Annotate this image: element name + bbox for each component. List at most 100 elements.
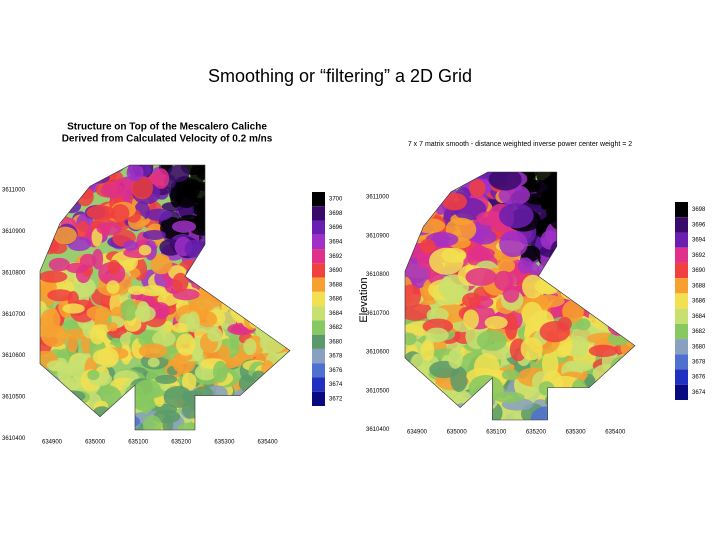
colorbar-swatch <box>675 217 688 233</box>
contour-blob <box>405 385 435 410</box>
contour-blob <box>233 265 258 289</box>
contour-blob <box>267 278 285 292</box>
contour-blob <box>57 187 80 208</box>
contour-blob <box>262 407 290 430</box>
contour-blob <box>171 220 197 233</box>
contour-blob <box>229 402 245 425</box>
contour-blob <box>405 193 418 209</box>
contour-blob <box>554 246 573 270</box>
contour-blob <box>242 287 262 298</box>
contour-blob <box>231 182 252 204</box>
contour-blob <box>611 286 635 309</box>
colorbar-swatch <box>312 291 325 307</box>
contour-blob <box>52 186 74 205</box>
contour-blob <box>224 165 245 182</box>
x-tick-label: 635000 <box>85 440 106 446</box>
contour-blob <box>48 257 70 272</box>
contour-blob <box>616 191 635 207</box>
y-tick-label: 3610900 <box>366 233 390 239</box>
colorbar-swatch <box>312 363 325 378</box>
contour-blob <box>405 411 431 420</box>
contour-blob <box>254 409 277 423</box>
contour-blob <box>423 402 455 418</box>
contour-blob <box>213 173 229 195</box>
contour-blob <box>43 180 67 199</box>
contour-blob <box>230 280 245 304</box>
contour-blob <box>280 419 290 430</box>
contour-blob <box>255 211 269 223</box>
contour-blob <box>205 416 229 430</box>
contour-blob <box>223 238 239 253</box>
contour-blob <box>422 390 447 409</box>
contour-blob <box>97 417 121 430</box>
contour-blob <box>610 309 635 334</box>
contour-blob <box>204 229 222 252</box>
contour-blob <box>200 218 220 233</box>
contour-blob <box>275 248 290 260</box>
contour-blob <box>267 310 282 323</box>
colorbar-label: 3694 <box>329 240 343 246</box>
contour-blob <box>242 223 270 236</box>
contour-blob <box>522 274 544 299</box>
contour-blob <box>530 406 564 420</box>
contour-blob <box>68 167 82 184</box>
contour-blob <box>261 166 281 177</box>
contour-blob <box>273 179 290 199</box>
contour-blob <box>408 383 434 405</box>
contour-blob <box>621 315 635 329</box>
contour-blob <box>225 167 240 181</box>
contour-blob <box>577 236 606 266</box>
contour-blob <box>212 395 231 415</box>
contour-blob <box>596 230 617 247</box>
contour-blob <box>545 257 567 273</box>
contour-blob <box>405 180 424 205</box>
contour-blob <box>243 338 257 356</box>
contour-blob <box>275 280 290 302</box>
contour-blob <box>611 272 626 299</box>
contour-blob <box>593 399 614 413</box>
y-tick-label: 3610700 <box>2 312 26 318</box>
contour-blob <box>268 378 290 398</box>
contour-blob <box>499 230 528 258</box>
contour-blob <box>204 204 234 227</box>
contour-blob <box>268 173 282 188</box>
contour-blob <box>267 389 284 402</box>
y-tick-label: 3610600 <box>2 353 26 359</box>
contour-blob <box>40 171 59 192</box>
contour-blob <box>64 415 85 430</box>
contour-blob <box>609 251 624 270</box>
contour-blob <box>201 418 213 430</box>
contour-blob <box>40 420 54 430</box>
contour-blob <box>595 391 621 414</box>
contour-blob <box>263 370 287 381</box>
colorbar-label: 3698 <box>692 207 706 213</box>
contour-blob <box>605 219 630 244</box>
contour-blob <box>152 330 176 347</box>
contour-blob <box>226 406 244 421</box>
contour-blob <box>405 284 421 309</box>
contour-blob <box>420 339 435 362</box>
contour-blob <box>228 165 240 172</box>
contour-blob <box>582 261 618 282</box>
contour-blob <box>563 390 581 409</box>
contour-blob <box>575 231 591 244</box>
contour-blob <box>65 262 89 274</box>
map-outline <box>404 171 636 421</box>
contour-blob <box>584 205 609 233</box>
colorbar-swatch <box>675 369 688 385</box>
contour-blob <box>207 268 223 289</box>
contour-blob <box>142 229 166 240</box>
contour-blob <box>583 392 605 420</box>
contour-blob <box>583 206 602 220</box>
contour-blob <box>62 303 85 314</box>
contour-blob <box>609 242 635 263</box>
contour-blob <box>212 203 227 216</box>
contour-blob <box>276 404 290 420</box>
contour-blob <box>424 402 452 420</box>
contour-blob <box>206 179 235 191</box>
colorbar-label: 3682 <box>692 329 706 335</box>
colorbar-label: 3700 <box>329 197 343 203</box>
contour-blob <box>442 192 468 211</box>
contour-blob <box>586 181 601 206</box>
contour-blob <box>547 263 564 281</box>
